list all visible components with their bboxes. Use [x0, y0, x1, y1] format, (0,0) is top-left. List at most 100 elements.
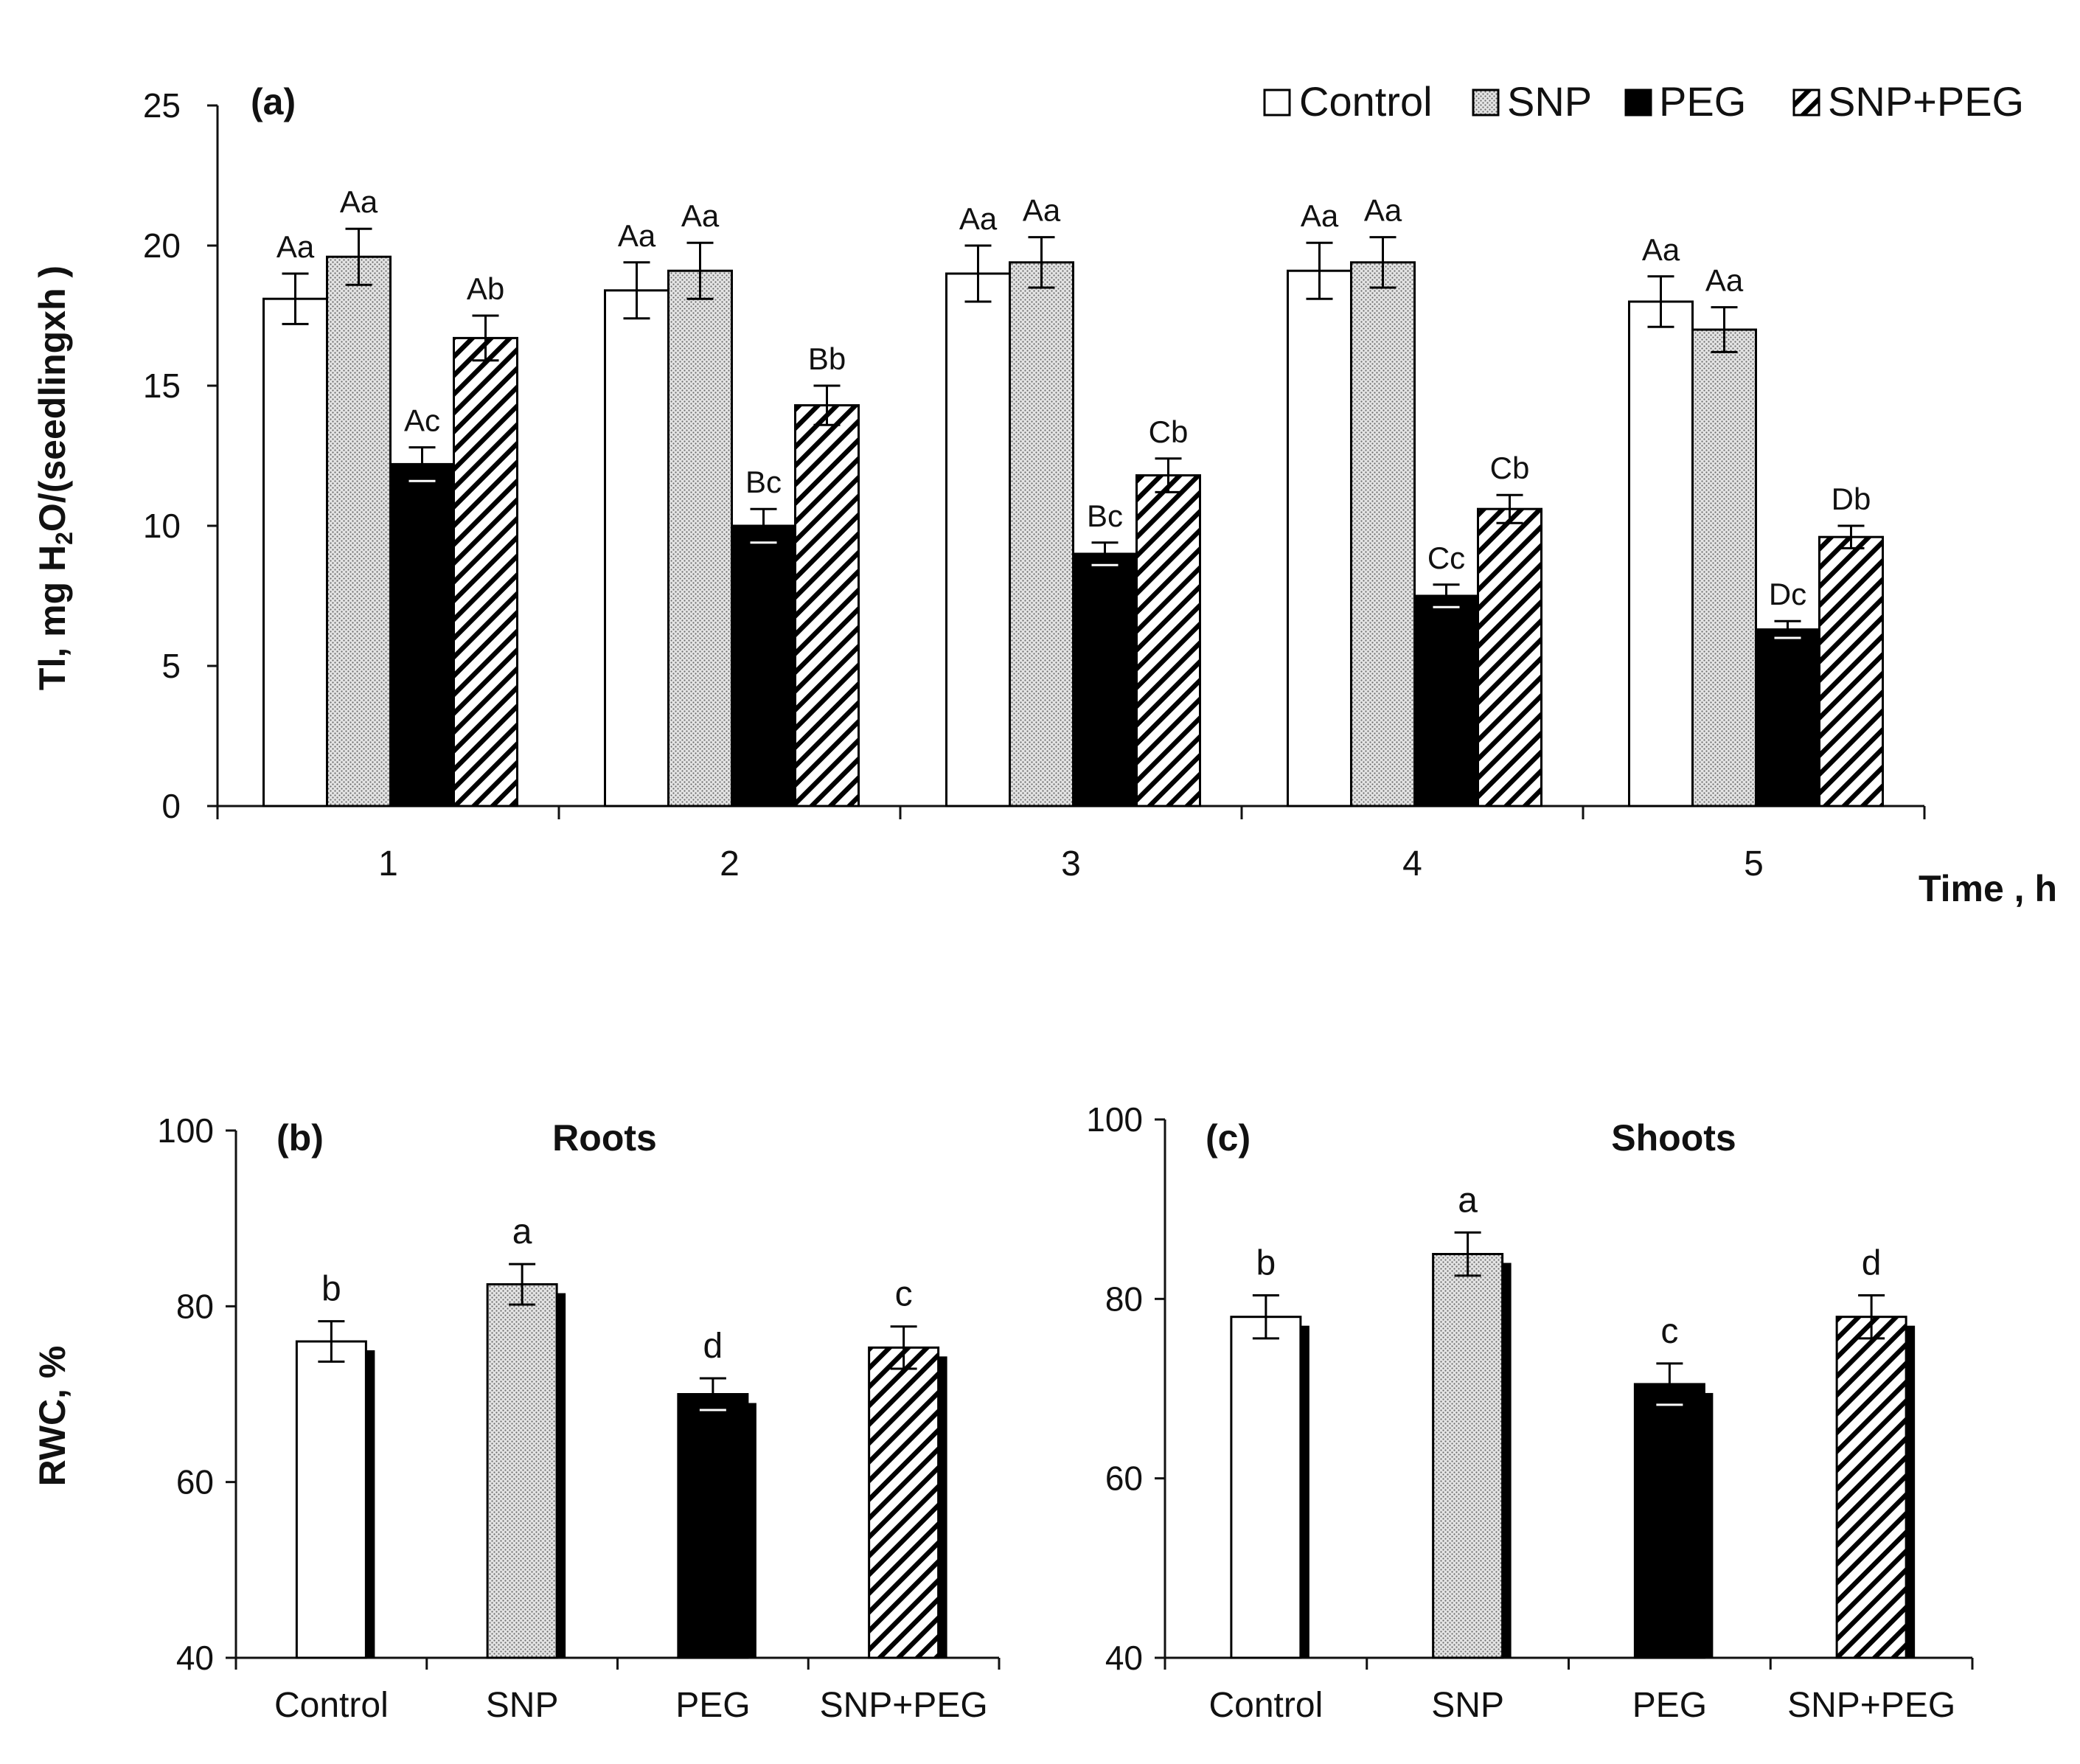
bar-snp-t1: [326, 255, 392, 808]
x-tick-label: PEG: [1632, 1686, 1707, 1725]
bar-snp-plus-peg-t1: [453, 336, 518, 808]
legend-label-snp-peg: SNP+PEG: [1828, 78, 2024, 125]
x-tick-label: 2: [720, 844, 740, 883]
bars-a: Aa Aa Ac Ab Aa Aa Bc Bb Aa Aa Bc Cb Aa Aa Cc Cb Aa Aa Dc Db: [262, 184, 1884, 808]
x-ticks-b: Control SNP PEG SNP+PEG: [234, 1658, 1001, 1725]
significance-label: Cb: [1490, 451, 1530, 485]
bar-peg-t5: [1755, 628, 1820, 808]
y-ticks-b: 40 60 80 100: [157, 1111, 236, 1677]
significance-label: Ab: [467, 271, 504, 306]
y-tick-label: 80: [1105, 1279, 1143, 1318]
bar-snp-t2: [667, 269, 733, 808]
panel-label-b: (b): [276, 1117, 324, 1159]
significance-label: Aa: [681, 198, 720, 233]
y-tick-label: 20: [143, 226, 181, 265]
significance-label: Aa: [276, 229, 315, 264]
chart-a: (a) Tl, mg H2O/(seedlingxh ) 0510152025 …: [32, 78, 2057, 909]
significance-label: Db: [1832, 482, 1871, 516]
bar-control-t5: [1628, 300, 1694, 808]
x-tick-label: SNP: [1431, 1686, 1504, 1725]
significance-label: c: [1660, 1312, 1678, 1351]
x-tick-label: SNP+PEG: [820, 1686, 988, 1725]
significance-label: a: [512, 1212, 532, 1251]
significance-label: Aa: [1301, 198, 1339, 233]
bar-control: [1230, 1316, 1302, 1659]
bar-snp-plus-peg: [868, 1346, 940, 1659]
significance-label: Aa: [340, 184, 378, 219]
significance-label: Dc: [1769, 577, 1806, 611]
significance-label: Aa: [1364, 193, 1402, 228]
bar-peg: [677, 1393, 749, 1659]
y-tick-label: 40: [176, 1639, 214, 1677]
chart-b: (b) Roots RWC, % 40 60 80 100 Control SNP PEG…: [32, 1111, 1001, 1725]
x-tick-label: 3: [1061, 844, 1081, 883]
y-tick-label: 60: [176, 1463, 214, 1501]
y-tick-label: 100: [1086, 1100, 1143, 1139]
legend-swatch-snp: [1472, 88, 1500, 117]
bar-snp-plus-peg: [1835, 1316, 1907, 1659]
x-axis-label-a: Time , h: [1919, 868, 2057, 909]
x-tick-label: 5: [1744, 844, 1764, 883]
legend-a: Control SNP PEG SNP+PEG: [1263, 78, 2024, 125]
y-tick-label: 15: [143, 367, 181, 405]
y-ticks-c: 40 60 80 100: [1086, 1100, 1165, 1677]
significance-label: Bc: [1087, 499, 1123, 533]
bar-snp-t5: [1691, 328, 1757, 808]
bar-peg-t1: [389, 462, 455, 808]
x-tick-label: SNP+PEG: [1787, 1686, 1955, 1725]
significance-label: b: [1256, 1243, 1276, 1282]
legend-swatch-control: [1263, 88, 1291, 117]
significance-label: Bc: [745, 465, 782, 499]
bar-control-t4: [1287, 269, 1352, 808]
significance-label: Cc: [1427, 541, 1465, 575]
significance-label: Aa: [959, 201, 998, 236]
significance-label: Ac: [404, 403, 440, 438]
significance-label: Aa: [1705, 263, 1744, 298]
bar-peg-t2: [731, 524, 796, 808]
significance-label: c: [895, 1275, 913, 1314]
bar-peg-t3: [1072, 552, 1138, 808]
y-tick-label: 100: [157, 1111, 214, 1150]
bar-snp-plus-peg-t3: [1135, 474, 1201, 808]
bar-snp-t4: [1350, 261, 1416, 808]
y-tick-label: 0: [161, 787, 181, 825]
bar-snp-plus-peg-t4: [1477, 507, 1542, 808]
bar-snp: [1432, 1253, 1504, 1659]
legend-swatch-snp-peg: [1792, 88, 1820, 117]
x-tick-label: Control: [274, 1686, 389, 1725]
significance-label: d: [703, 1327, 723, 1366]
significance-label: Cb: [1149, 414, 1189, 449]
bars-c: b a c d: [1230, 1181, 1916, 1659]
legend-label-control: Control: [1299, 78, 1433, 125]
bar-snp-t3: [1009, 261, 1074, 808]
x-tick-label: Control: [1209, 1686, 1324, 1725]
significance-label: Aa: [1642, 232, 1680, 267]
chart-title-b: Roots: [552, 1117, 657, 1159]
y-axis-label-a: Tl, mg H2O/(seedlingxh ): [32, 265, 77, 690]
bar-snp-plus-peg-t2: [794, 404, 860, 808]
significance-label: d: [1862, 1243, 1882, 1282]
chart-title-c: Shoots: [1611, 1117, 1736, 1159]
bar-peg-t4: [1413, 594, 1479, 808]
bar-control-t3: [945, 272, 1011, 808]
bars-b: b a d c: [295, 1212, 947, 1659]
significance-label: Bb: [808, 341, 846, 376]
x-tick-label: PEG: [675, 1686, 750, 1725]
bar-control-t1: [262, 297, 328, 808]
y-tick-label: 10: [143, 507, 181, 545]
legend-label-snp: SNP: [1507, 78, 1592, 125]
x-tick-label: SNP: [486, 1686, 559, 1725]
legend-label-peg: PEG: [1659, 78, 1746, 125]
x-tick-label: 1: [378, 844, 398, 883]
panel-label-c: (c): [1206, 1117, 1251, 1159]
significance-label: Aa: [1023, 193, 1061, 228]
bar-snp-plus-peg-t5: [1818, 535, 1884, 808]
y-tick-label: 25: [143, 86, 181, 125]
y-ticks-a: 0 5 10 15 20 25: [143, 86, 218, 825]
significance-label: Aa: [618, 218, 656, 253]
panel-label-a: (a): [251, 81, 296, 122]
bar-control-t2: [604, 289, 669, 808]
significance-label: a: [1458, 1181, 1478, 1220]
bar-snp: [486, 1283, 558, 1659]
